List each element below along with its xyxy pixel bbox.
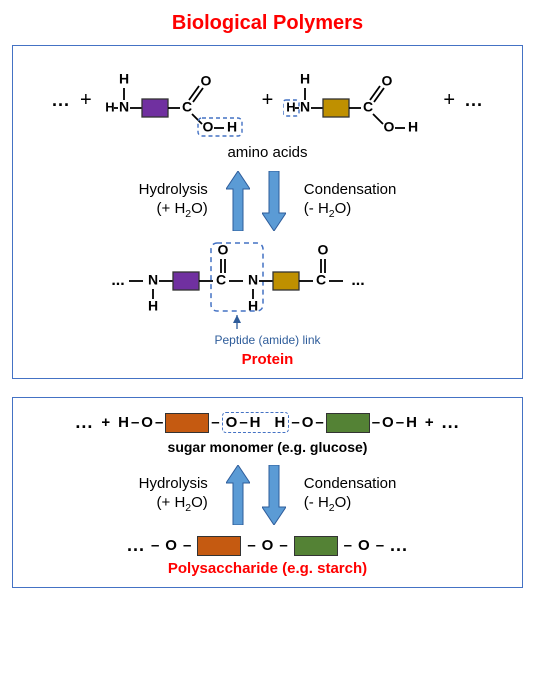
polysaccharide-chain-row: ... – O – – O – – O – ... [23,535,512,556]
polysaccharide-product-label: Polysaccharide (e.g. starch) [23,560,512,577]
svg-text:H: H [287,99,296,114]
plus-sign: + [101,414,110,431]
up-arrow-icon [226,465,250,525]
hydrolysis-label: Hydrolysis (+ H2O) [139,474,208,516]
up-arrow-icon [226,171,250,231]
svg-text:N: N [300,99,310,115]
protein-product-label: Protein [23,351,512,368]
svg-text:O: O [202,119,213,135]
svg-text:C: C [215,272,225,288]
svg-text:O: O [217,242,228,258]
sugar-caption: sugar monomer (e.g. glucose) [23,439,512,455]
svg-text:...: ... [111,272,124,289]
leaving-group-box: O – H H [222,412,290,433]
svg-text:H: H [119,71,129,87]
protein-reactions: Hydrolysis (+ H2O) Condensation (- H2O) [23,171,512,231]
ellipsis: ... [465,90,483,111]
amino-acid-row: ... + NHHCOOH + NHHCOOH + ... [23,60,512,140]
ellipsis: ... [75,412,93,433]
green-square [294,536,338,556]
svg-text:C: C [363,99,373,115]
protein-chain: ...NHCONHCO... [103,241,433,331]
svg-text:H: H [105,99,114,114]
svg-text:O: O [382,73,393,89]
svg-text:N: N [119,99,129,115]
plus-sign: + [262,89,274,112]
down-arrow-icon [262,465,286,525]
protein-chain-row: ...NHCONHCO... [23,241,512,331]
plus-sign: + [425,414,434,431]
ellipsis: ... [127,535,145,556]
hydrolysis-label: Hydrolysis (+ H2O) [139,180,208,222]
svg-text:C: C [182,99,192,115]
orange-square [165,413,209,433]
sugar-monomer-row: ... + H – O – – O – H H – O – – O – H + … [23,412,512,433]
down-arrow-icon [262,171,286,231]
svg-text:O: O [200,73,211,89]
polysaccharide-panel: ... + H – O – – O – H H – O – – O – H + … [12,397,523,588]
main-title: Biological Polymers [12,12,523,35]
svg-text:H: H [408,119,418,135]
arrow-column [226,465,286,525]
plus-sign: + [443,89,455,112]
svg-text:O: O [317,242,328,258]
svg-text:H: H [147,298,157,314]
svg-text:C: C [315,272,325,288]
condensation-label: Condensation (- H2O) [304,474,397,516]
svg-text:H: H [227,119,237,135]
condensation-label: Condensation (- H2O) [304,180,397,222]
svg-text:N: N [147,272,157,288]
orange-square [197,536,241,556]
ellipsis: ... [442,412,460,433]
ellipsis: ... [390,535,408,556]
amino-acid-purple: NHHCOOH [102,60,252,140]
svg-text:H: H [300,71,310,87]
plus-sign: + [80,89,92,112]
amino-acid-gold: NHHCOOH [283,60,433,140]
peptide-link-label: Peptide (amide) link [23,333,512,347]
svg-text:N: N [247,272,257,288]
ellipsis: ... [52,90,70,111]
amino-acid-caption: amino acids [23,144,512,161]
green-square [326,413,370,433]
arrow-column [226,171,286,231]
svg-text:O: O [384,119,395,135]
svg-text:...: ... [351,272,364,289]
poly-reactions: Hydrolysis (+ H2O) Condensation (- H2O) [23,465,512,525]
protein-panel: ... + NHHCOOH + NHHCOOH + ... amino acid… [12,45,523,379]
